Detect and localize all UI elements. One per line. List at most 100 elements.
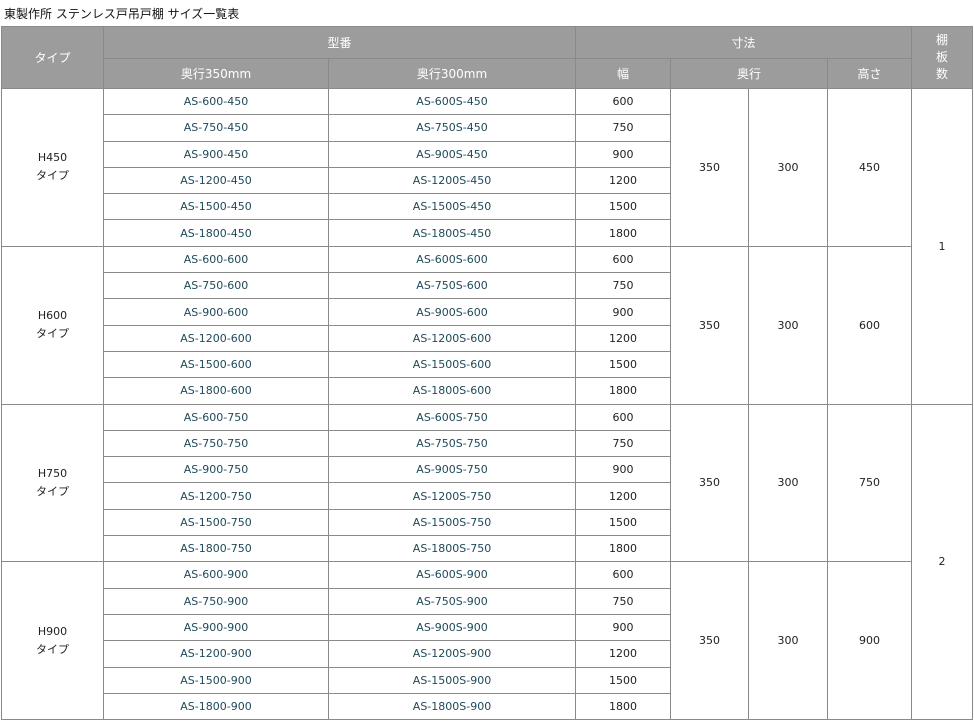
header-depth: 奥行: [670, 58, 829, 89]
model-350-cell: AS-600-750: [103, 403, 329, 431]
width-cell: 1500: [575, 508, 672, 537]
width-cell: 600: [575, 245, 672, 274]
model-300-cell: AS-750S-750: [327, 429, 577, 458]
model-350-cell: AS-1500-750: [103, 508, 329, 537]
header-depth350: 奥行350mm: [103, 58, 329, 89]
table-row: AS-1200-900 AS-1200S-900 1200: [2, 640, 973, 668]
table-row: AS-750-600 AS-750S-600 750: [2, 272, 973, 300]
width-cell: 1500: [575, 350, 672, 379]
model-300-cell: AS-600S-750: [327, 403, 577, 431]
model-300-cell: AS-900S-600: [327, 298, 577, 326]
type-cell: H450 タイプ: [1, 88, 104, 247]
height-cell: 900: [827, 561, 913, 721]
width-cell: 1800: [575, 219, 672, 247]
table-row: AS-1800-900 AS-1800S-900 1800: [2, 692, 973, 721]
model-300-cell: AS-1500S-600: [327, 350, 577, 379]
header-width: 幅: [575, 58, 672, 89]
depth300-cell: 300: [748, 561, 829, 721]
model-350-cell: AS-1200-600: [103, 324, 329, 352]
table-row: H450 タイプ AS-600-450 AS-600S-450 600 350 300 45…: [1, 87, 974, 405]
table-row: AS-1500-900 AS-1500S-900 1500: [2, 666, 973, 694]
model-350-cell: AS-600-600: [103, 245, 329, 274]
table-row: AS-1800-450 AS-1800S-450 1800: [2, 219, 973, 247]
width-cell: 1200: [575, 324, 672, 352]
table-row: AS-750-450 AS-750S-450 750: [2, 114, 973, 142]
model-350-cell: AS-1200-750: [103, 482, 329, 510]
table-row: AS-1200-450 AS-1200S-450 1200: [2, 166, 973, 195]
model-350-cell: AS-1500-600: [103, 350, 329, 379]
depth300-cell: 300: [748, 88, 829, 247]
model-350-cell: AS-900-900: [103, 613, 329, 642]
model-300-cell: AS-750S-900: [327, 587, 577, 615]
type-cell: H600 タイプ: [1, 245, 104, 405]
model-300-cell: AS-1800S-600: [327, 377, 577, 405]
header-dimensions: 寸法: [575, 26, 913, 59]
size-table: タイプ 型番 寸法 棚 板 数 奥行350mm 奥行300mm 幅 奥行 高さ …: [1, 26, 974, 721]
header-shelves: 棚 板 数: [911, 26, 974, 89]
model-350-cell: AS-1800-450: [103, 219, 329, 247]
header-model: 型番: [102, 26, 577, 59]
model-300-cell: AS-1200S-600: [327, 324, 577, 352]
width-cell: 1200: [575, 166, 672, 195]
model-300-cell: AS-600S-900: [327, 561, 577, 589]
table-row: AS-1800-600 AS-1800S-600 1800: [2, 377, 973, 405]
table-row: AS-900-450 AS-900S-450 900: [2, 140, 973, 168]
model-300-cell: AS-750S-450: [327, 114, 577, 142]
width-cell: 900: [575, 140, 672, 168]
model-350-cell: AS-900-450: [103, 140, 329, 168]
width-cell: 900: [575, 613, 672, 642]
width-cell: 600: [575, 561, 672, 589]
table-row: AS-900-600 AS-900S-600 900: [2, 298, 973, 326]
model-350-cell: AS-1500-900: [103, 666, 329, 694]
model-300-cell: AS-1200S-750: [327, 482, 577, 510]
width-cell: 600: [575, 403, 672, 431]
model-350-cell: AS-900-600: [103, 298, 329, 326]
model-350-cell: AS-1500-450: [103, 193, 329, 221]
table-row: AS-1800-750 AS-1800S-750 1800: [2, 535, 973, 563]
height-cell: 450: [827, 88, 913, 247]
page-title: 東製作所 ステンレス戸吊戸棚 サイズ一覧表: [4, 7, 240, 21]
depth350-cell: 350: [670, 88, 750, 247]
width-cell: 1800: [575, 692, 672, 721]
width-cell: 1800: [575, 377, 672, 405]
model-350-cell: AS-900-750: [103, 456, 329, 484]
table-row: AS-1500-750 AS-1500S-750 1500: [2, 508, 973, 537]
model-350-cell: AS-1800-600: [103, 377, 329, 405]
model-300-cell: AS-900S-900: [327, 613, 577, 642]
model-350-cell: AS-1200-450: [103, 166, 329, 195]
height-cell: 600: [827, 245, 913, 405]
width-cell: 600: [575, 87, 672, 116]
model-300-cell: AS-1200S-450: [327, 166, 577, 195]
table-row: AS-1200-600 AS-1200S-600 1200: [2, 324, 973, 352]
model-350-cell: AS-750-600: [103, 272, 329, 300]
model-350-cell: AS-600-450: [103, 87, 329, 116]
model-300-cell: AS-900S-750: [327, 456, 577, 484]
type-cell: H750 タイプ: [1, 403, 104, 563]
type-cell: H900 タイプ: [1, 561, 104, 721]
table-row: AS-1500-450 AS-1500S-450 1500: [2, 193, 973, 221]
model-300-cell: AS-1500S-900: [327, 666, 577, 694]
width-cell: 750: [575, 114, 672, 142]
table-row: H900 タイプ AS-600-900 AS-600S-900 600 350 300 90…: [1, 561, 973, 721]
model-350-cell: AS-750-750: [103, 429, 329, 458]
shelves-cell: 2: [911, 403, 974, 721]
model-300-cell: AS-900S-450: [327, 140, 577, 168]
width-cell: 1200: [575, 640, 672, 668]
width-cell: 750: [575, 429, 672, 458]
depth350-cell: 350: [670, 561, 750, 721]
width-cell: 750: [575, 587, 672, 615]
width-cell: 1500: [575, 193, 672, 221]
depth350-cell: 350: [670, 403, 750, 563]
model-300-cell: AS-1500S-750: [327, 508, 577, 537]
width-cell: 900: [575, 456, 672, 484]
model-300-cell: AS-750S-600: [327, 272, 577, 300]
model-350-cell: AS-1200-900: [103, 640, 329, 668]
model-350-cell: AS-750-450: [103, 114, 329, 142]
model-300-cell: AS-600S-600: [327, 245, 577, 274]
shelves-cell: 1: [911, 88, 974, 405]
header-depth300: 奥行300mm: [327, 58, 577, 89]
width-cell: 1800: [575, 535, 672, 563]
depth300-cell: 300: [748, 403, 829, 563]
width-cell: 1500: [575, 666, 672, 694]
model-350-cell: AS-600-900: [103, 561, 329, 589]
